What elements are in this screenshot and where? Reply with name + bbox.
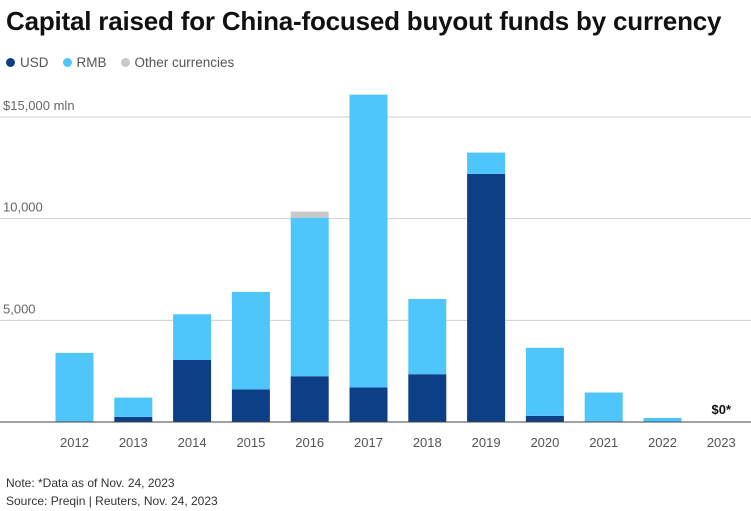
legend-item-other: Other currencies: [120, 55, 235, 70]
legend-swatch-usd: [6, 58, 15, 67]
bar-segment-rmb: [584, 392, 623, 422]
legend-label-other: Other currencies: [134, 55, 235, 70]
bar-segment-usd: [349, 387, 388, 422]
x-tick-label: 2022: [648, 435, 677, 450]
bar-segment-rmb: [290, 217, 329, 377]
legend-label-usd: USD: [20, 55, 49, 70]
bar-segment-usd: [525, 415, 564, 422]
x-tick-label: 2013: [119, 435, 148, 450]
x-tick-label: 2020: [530, 435, 559, 450]
bar-segment-usd: [467, 173, 506, 422]
bar-segment-rmb: [349, 94, 388, 388]
bar-segment-rmb: [408, 298, 447, 375]
bar-segment-usd: [173, 359, 212, 422]
x-tick-label: 2018: [413, 435, 442, 450]
x-tick-label: 2016: [295, 435, 324, 450]
legend-item-rmb: RMB: [62, 55, 107, 70]
bar-segment-rmb: [114, 397, 153, 417]
bar-segment-rmb: [467, 152, 506, 174]
bar-segment-rmb: [55, 352, 94, 422]
bar-segment-rmb: [231, 291, 270, 390]
source-text: Source: Preqin | Reuters, Nov. 24, 2023: [6, 494, 218, 508]
bar-segment-usd: [231, 389, 270, 422]
x-tick-label: 2015: [236, 435, 265, 450]
x-tick-label: 2014: [178, 435, 207, 450]
legend-label-rmb: RMB: [76, 55, 107, 70]
bar-segment-rmb: [643, 417, 682, 422]
bar-segment-usd: [408, 374, 447, 422]
legend-swatch-rmb: [62, 58, 72, 67]
bar-segment-usd: [290, 376, 329, 422]
legend: USD RMB Other currencies: [6, 55, 234, 70]
annotation-label: $0*: [712, 402, 732, 417]
bar-segment-usd: [114, 416, 153, 422]
x-tick-label: 2021: [589, 435, 618, 450]
bar-segment-rmb: [173, 314, 212, 360]
x-tick-label: 2017: [354, 435, 383, 450]
x-tick-label: 2019: [472, 435, 501, 450]
y-tick-label: 10,000: [3, 200, 43, 215]
y-tick-label: $15,000 mln: [3, 98, 75, 113]
y-tick-label: 5,000: [3, 301, 36, 316]
x-tick-label: 2023: [707, 435, 736, 450]
legend-swatch-other: [120, 58, 130, 67]
legend-item-usd: USD: [6, 55, 49, 70]
bar-segment-rmb: [525, 347, 564, 416]
note-text: Note: *Data as of Nov. 24, 2023: [6, 476, 175, 490]
x-tick-label: 2012: [60, 435, 89, 450]
chart-title: Capital raised for China-focused buyout …: [6, 6, 722, 36]
bar-segment-other-currencies: [290, 211, 329, 218]
